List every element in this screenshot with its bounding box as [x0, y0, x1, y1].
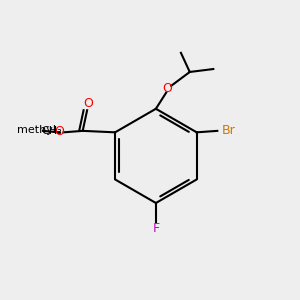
- Text: methyl: methyl: [17, 125, 56, 135]
- Text: CH₃: CH₃: [41, 126, 62, 136]
- Text: O: O: [54, 125, 64, 138]
- Text: Br: Br: [222, 124, 236, 137]
- Text: O: O: [163, 82, 172, 95]
- Text: F: F: [152, 222, 160, 235]
- Text: O: O: [83, 97, 93, 110]
